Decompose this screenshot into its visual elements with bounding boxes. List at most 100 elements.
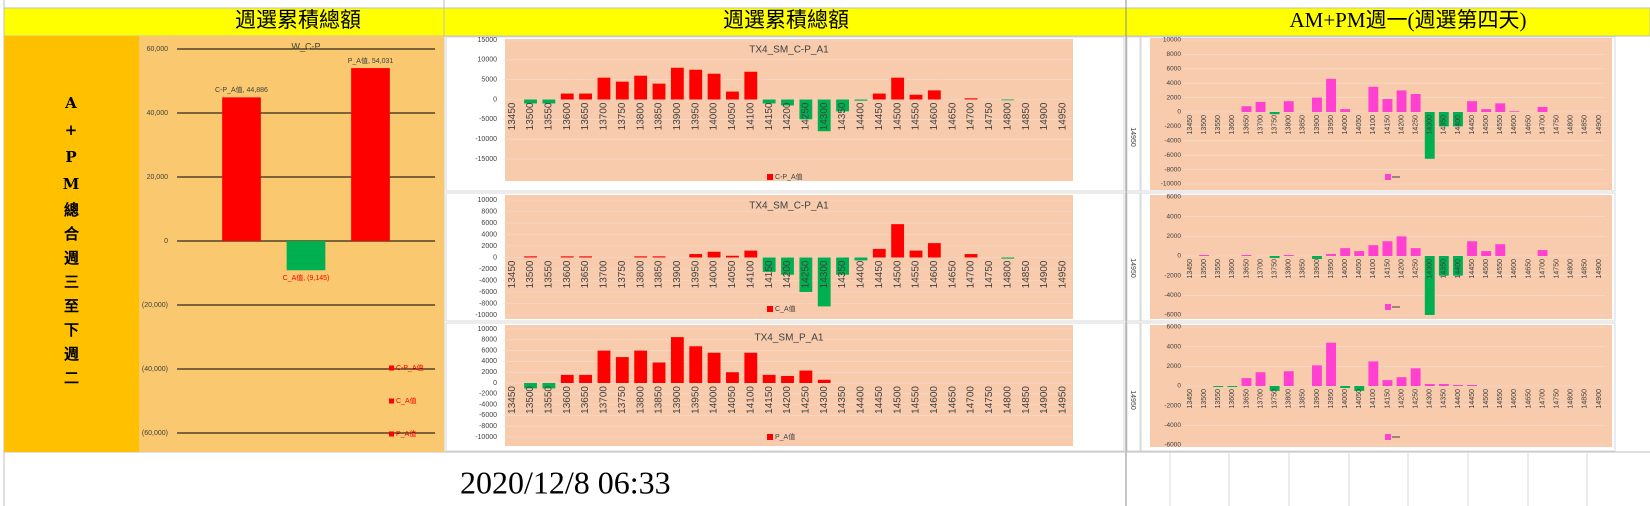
chart-title: TX4_SM_P_A1 (755, 333, 824, 344)
x-tick-label: 14600 (929, 386, 940, 414)
bar (1255, 372, 1266, 386)
x-tick-label: 14700 (1539, 259, 1546, 279)
x-tick-label: 14350 (837, 386, 848, 414)
header-title: 週選累積總額 (723, 8, 849, 32)
x-tick-label: 13500 (1201, 389, 1208, 409)
x-tick-label: 13550 (544, 102, 555, 130)
bar (351, 68, 390, 241)
x-tick-label: 13550 (544, 386, 555, 414)
bar (1213, 386, 1224, 387)
bar (1001, 257, 1015, 259)
x-tick-label: 14450 (1469, 389, 1476, 409)
x-tick-label: 13850 (1300, 389, 1307, 409)
bar (762, 99, 776, 104)
x-tick-label: 13750 (1271, 115, 1278, 135)
bar (1241, 255, 1252, 256)
y-tick-label: 0 (1177, 253, 1181, 260)
x-tick-label: 13900 (1314, 389, 1321, 409)
x-tick-label: 13450 (507, 260, 518, 288)
x-tick-label: 13950 (1328, 115, 1335, 135)
x-tick-label: 14000 (1342, 389, 1349, 409)
y-tick-label: 2000 (481, 243, 497, 250)
x-tick-label: 14200 (782, 102, 793, 130)
bar (560, 256, 574, 258)
bar (1255, 101, 1266, 112)
x-tick-label: 14250 (1412, 259, 1419, 279)
x-tick-label: 14700 (1539, 389, 1546, 409)
data-label: P_A值, 54,031 (348, 56, 394, 65)
y-tick-label: 4000 (1167, 343, 1182, 350)
y-tick-label: -6000 (479, 412, 497, 419)
bar (1340, 386, 1351, 388)
bar (1283, 255, 1294, 256)
y-tick-label: -6000 (1164, 442, 1181, 449)
bar (726, 372, 739, 383)
y-tick-label: 8000 (481, 337, 497, 344)
x-tick-label: 14700 (1539, 115, 1546, 135)
y-tick-label: (40,000) (142, 366, 168, 373)
x-tick-label: 14650 (947, 102, 958, 130)
y-tick-label: 2000 (1167, 94, 1182, 101)
x-tick-label: 13600 (562, 386, 573, 414)
x-tick-label: 14950 (1057, 260, 1068, 288)
bar (1481, 251, 1492, 256)
bar (891, 224, 905, 258)
x-tick-label: 14100 (1370, 259, 1377, 279)
chart-title: TX4_SM_C-P_A1 (749, 201, 829, 212)
y-tick-label: 8000 (481, 208, 497, 215)
side-label-cell: A+PM總合週三至下週二 (4, 36, 139, 452)
bar (781, 375, 794, 383)
bar (1396, 377, 1407, 386)
x-tick-label: 13550 (1215, 389, 1222, 409)
legend-label: C_A值 (775, 304, 796, 313)
x-tick-label: 14150 (764, 260, 775, 288)
bar (579, 256, 593, 258)
x-tick-label: 14400 (1455, 389, 1462, 409)
y-tick-label: 2000 (481, 369, 497, 376)
x-tick-label: 13500 (1201, 115, 1208, 135)
x-tick-label: 14650 (947, 260, 958, 288)
legend-marker (1385, 434, 1391, 440)
bar (615, 81, 629, 100)
x-tick-label: 14900 (1596, 115, 1603, 135)
bar (560, 374, 574, 383)
x-tick-label: 14200 (782, 386, 793, 414)
x-tick-label: 14500 (892, 386, 903, 414)
y-tick-label: -2000 (479, 266, 497, 273)
bar (615, 357, 629, 383)
x-tick-label: 14400 (856, 102, 867, 130)
y-tick-label: -6000 (479, 289, 497, 296)
legend-marker (767, 306, 773, 312)
x-tick-label: 14700 (966, 260, 977, 288)
legend-marker (1385, 304, 1391, 310)
x-tick-label: 14500 (1483, 389, 1490, 409)
y-tick-label: 10000 (478, 326, 498, 333)
y-tick-label: 6000 (1167, 66, 1182, 73)
mini-label: 14950 (1129, 390, 1136, 410)
legend-marker (389, 398, 394, 404)
y-tick-label: -4000 (1164, 292, 1181, 299)
x-tick-label: 13700 (599, 102, 610, 130)
bar (524, 256, 537, 258)
x-tick-label: 13650 (1243, 259, 1250, 279)
mini-label: 14950 (1129, 127, 1136, 147)
y-tick-label: 4000 (1167, 213, 1182, 220)
x-tick-label: 14100 (745, 386, 756, 414)
x-tick-label: 14550 (911, 260, 922, 288)
bar (286, 241, 326, 271)
bar (634, 75, 648, 100)
bar (836, 257, 849, 275)
x-tick-label: 13750 (1271, 389, 1278, 409)
x-tick-label: 13900 (672, 386, 683, 414)
x-tick-label: 14450 (874, 102, 885, 130)
x-tick-label: 14000 (709, 386, 720, 414)
bar (1241, 106, 1252, 112)
plot-area (1150, 195, 1612, 319)
x-tick-label: 13800 (1286, 259, 1293, 279)
y-tick-label: 15000 (478, 37, 498, 44)
bar (1537, 106, 1548, 112)
x-tick-label: 13500 (1201, 259, 1208, 279)
bar (1326, 254, 1336, 256)
bar (707, 352, 721, 383)
x-tick-label: 14750 (1553, 115, 1560, 135)
